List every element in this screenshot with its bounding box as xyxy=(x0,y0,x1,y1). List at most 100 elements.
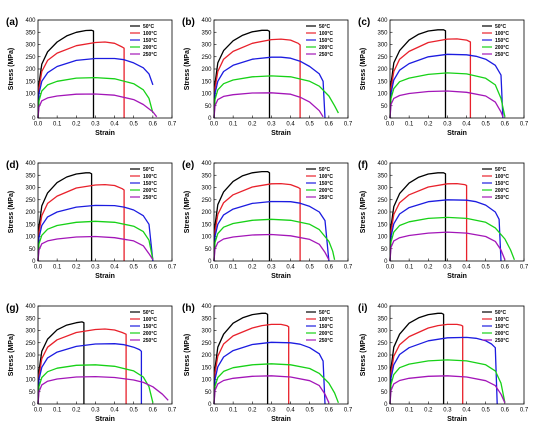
y-tick-label: 50 xyxy=(381,247,388,253)
y-tick-label: 400 xyxy=(201,304,212,310)
y-tick-label: 350 xyxy=(377,173,388,179)
y-tick-label: 50 xyxy=(29,104,36,110)
legend-label: 50°C xyxy=(319,167,331,173)
series-line xyxy=(37,93,158,119)
y-tick-label: 400 xyxy=(377,304,388,310)
series-line xyxy=(213,92,324,119)
x-tick-label: 0.5 xyxy=(130,408,139,414)
series-line xyxy=(37,41,125,119)
y-tick-label: 250 xyxy=(201,198,212,204)
legend-label: 100°C xyxy=(495,317,509,323)
x-tick-label: 0.7 xyxy=(344,408,353,414)
x-tick-label: 0.5 xyxy=(482,265,491,271)
x-tick-label: 0.7 xyxy=(520,265,529,271)
x-tick-label: 0.1 xyxy=(53,408,62,414)
series-line xyxy=(213,233,330,262)
series-line xyxy=(213,29,271,119)
legend-label: 150°C xyxy=(319,324,333,330)
y-tick-label: 250 xyxy=(377,55,388,61)
y-tick-label: 200 xyxy=(201,353,212,359)
y-tick-label: 200 xyxy=(377,353,388,359)
y-axis-title: Stress (MPa) xyxy=(8,191,15,233)
x-tick-label: 0.1 xyxy=(405,122,414,128)
series-line xyxy=(389,38,472,119)
series-line xyxy=(37,172,93,262)
y-tick-label: 300 xyxy=(377,186,388,192)
series-line xyxy=(213,363,340,405)
legend-label: 100°C xyxy=(143,31,157,37)
x-tick-label: 0.6 xyxy=(501,122,510,128)
x-tick-label: 0.1 xyxy=(229,408,238,414)
series-line xyxy=(389,231,506,262)
y-tick-label: 0 xyxy=(32,116,36,122)
panel-label: (g) xyxy=(6,303,19,314)
y-tick-label: 50 xyxy=(205,247,212,253)
x-tick-label: 0.3 xyxy=(267,265,276,271)
series-line xyxy=(37,76,154,119)
x-tick-label: 0.3 xyxy=(443,265,452,271)
x-tick-label: 0.7 xyxy=(168,122,177,128)
x-tick-label: 0.2 xyxy=(424,265,433,271)
y-axis-title: Stress (MPa) xyxy=(184,334,191,376)
y-tick-label: 0 xyxy=(384,116,388,122)
y-tick-label: 250 xyxy=(201,341,212,347)
x-tick-label: 0.5 xyxy=(130,265,139,271)
series-line xyxy=(389,336,498,405)
x-axis-title: Strain xyxy=(447,273,467,280)
series-line xyxy=(37,328,127,405)
series-line xyxy=(389,359,506,405)
x-tick-label: 0.4 xyxy=(286,265,295,271)
legend-label: 200°C xyxy=(143,188,157,194)
legend-label: 150°C xyxy=(319,38,333,44)
y-tick-label: 150 xyxy=(201,365,212,371)
x-tick-label: 0.0 xyxy=(210,265,219,271)
x-tick-label: 0.6 xyxy=(501,265,510,271)
plot-frame xyxy=(213,19,349,119)
chart-panel: (f) 0 50 100 150 200 250 300 350 400 0.0 0.1 0.2 0.3 0… xyxy=(358,160,529,280)
plot-frame xyxy=(37,162,173,262)
x-axis-title: Strain xyxy=(271,130,291,137)
legend-label: 150°C xyxy=(495,324,509,330)
y-tick-label: 350 xyxy=(377,316,388,322)
legend-label: 250°C xyxy=(495,195,509,201)
y-tick-label: 250 xyxy=(25,198,36,204)
legend-label: 250°C xyxy=(495,338,509,344)
chart-panel: (c) 0 50 100 150 200 250 300 350 400 0.0 0.1 0.2 0.3 0… xyxy=(358,17,529,137)
x-tick-label: 0.0 xyxy=(34,408,43,414)
plot-frame xyxy=(389,305,525,405)
legend-label: 50°C xyxy=(319,24,331,30)
x-tick-label: 0.6 xyxy=(325,265,334,271)
x-tick-label: 0.6 xyxy=(149,122,158,128)
series-line xyxy=(389,182,468,262)
y-tick-label: 50 xyxy=(205,104,212,110)
series-line xyxy=(389,72,506,119)
y-tick-label: 100 xyxy=(25,378,36,384)
x-tick-label: 0.1 xyxy=(405,408,414,414)
y-axis-title: Stress (MPa) xyxy=(184,191,191,233)
y-axis-title: Stress (MPa) xyxy=(360,191,367,233)
x-tick-label: 0.0 xyxy=(386,122,395,128)
y-tick-label: 50 xyxy=(29,247,36,253)
y-tick-label: 0 xyxy=(208,259,212,265)
x-tick-label: 0.4 xyxy=(462,122,471,128)
legend-label: 250°C xyxy=(319,195,333,201)
x-tick-label: 0.6 xyxy=(149,408,158,414)
legend-label: 100°C xyxy=(143,317,157,323)
y-tick-label: 300 xyxy=(25,329,36,335)
y-tick-label: 250 xyxy=(377,341,388,347)
y-tick-label: 400 xyxy=(201,161,212,167)
series-line xyxy=(37,235,154,262)
legend-label: 100°C xyxy=(319,31,333,37)
legend-label: 50°C xyxy=(143,24,155,30)
x-tick-label: 0.2 xyxy=(424,408,433,414)
y-tick-label: 350 xyxy=(201,173,212,179)
y-tick-label: 100 xyxy=(201,378,212,384)
y-tick-label: 50 xyxy=(205,390,212,396)
plot-frame xyxy=(389,19,525,119)
series-line xyxy=(37,364,154,405)
x-tick-label: 0.6 xyxy=(325,122,334,128)
x-tick-label: 0.6 xyxy=(501,408,510,414)
legend-label: 150°C xyxy=(495,181,509,187)
legend-label: 150°C xyxy=(495,38,509,44)
series-line xyxy=(389,90,504,119)
